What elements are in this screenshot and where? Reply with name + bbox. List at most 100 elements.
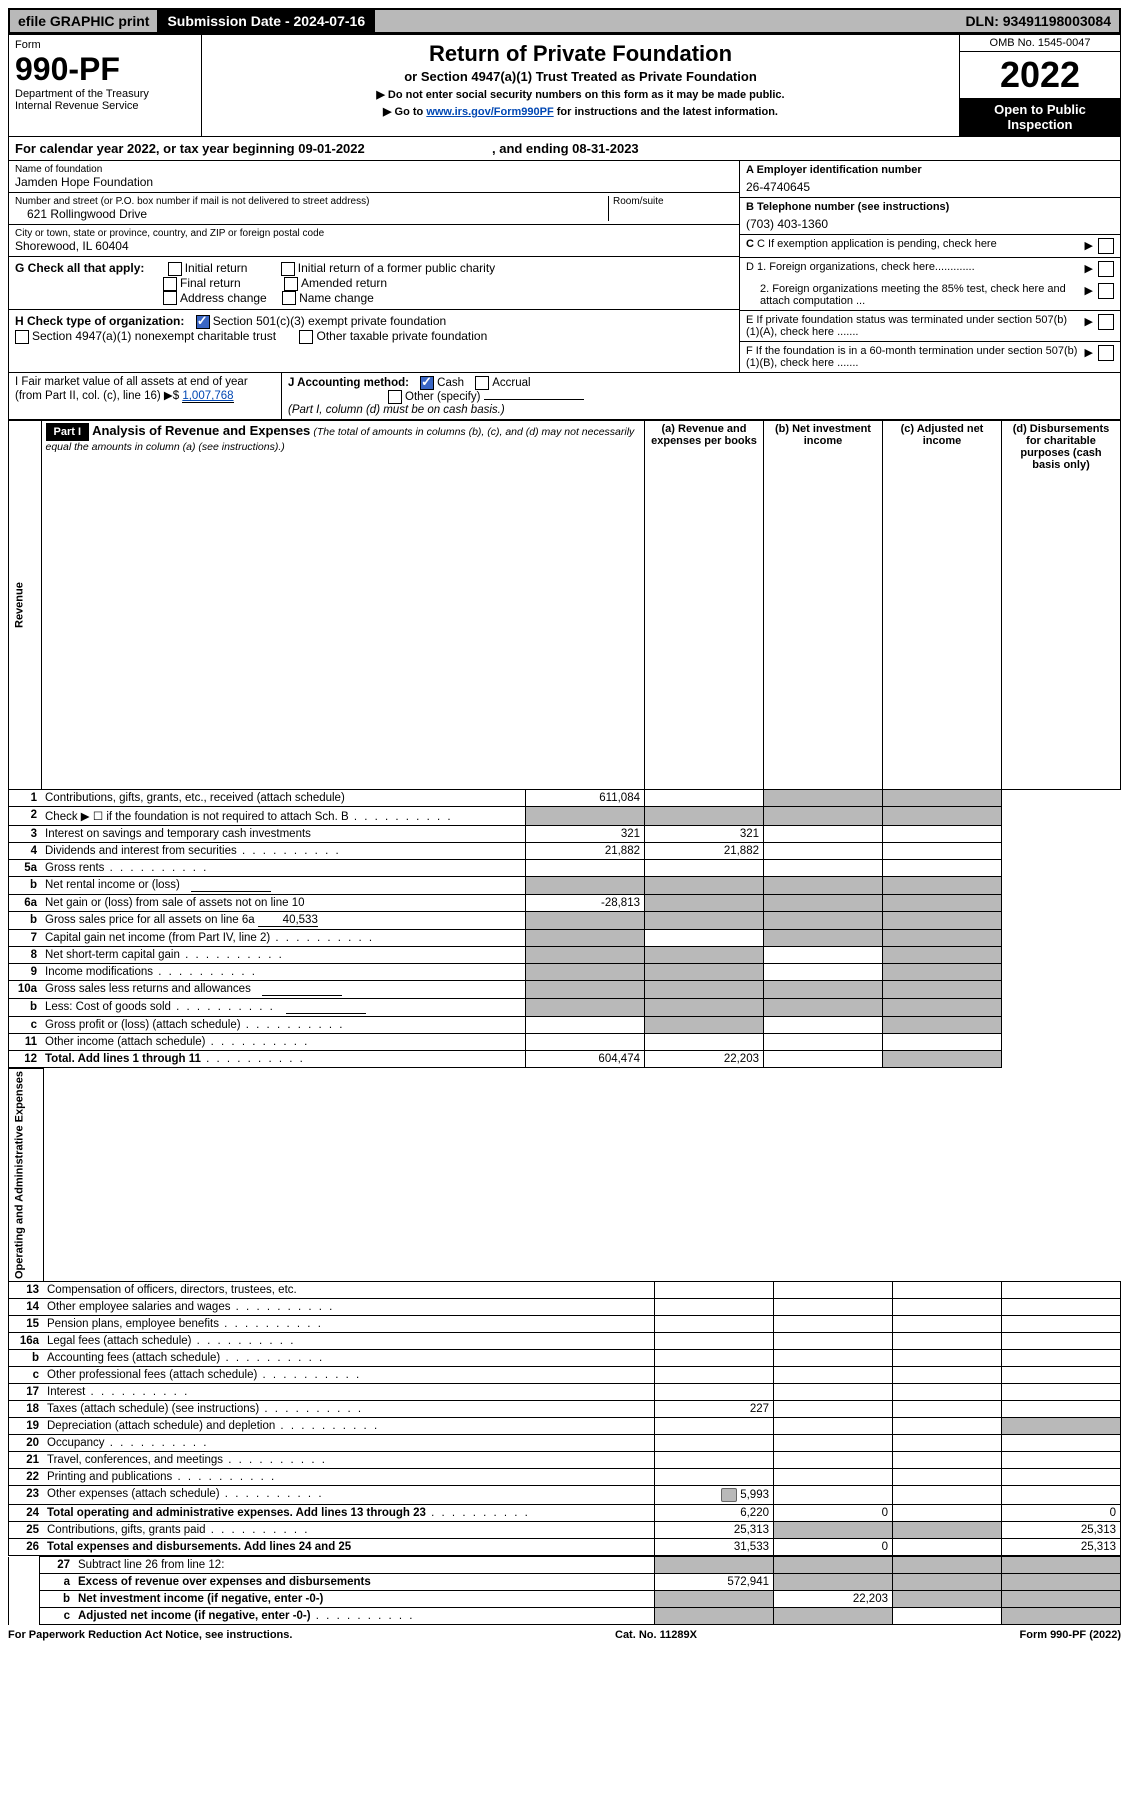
table-row: bNet rental income or (loss): [9, 877, 1121, 895]
initial-former-checkbox[interactable]: [281, 262, 295, 276]
foundation-name-cell: Name of foundation Jamden Hope Foundatio…: [9, 161, 739, 193]
attachment-icon[interactable]: [721, 1488, 737, 1502]
table-row: 9Income modifications: [9, 964, 1121, 981]
table-row: 12Total. Add lines 1 through 11604,47422…: [9, 1051, 1121, 1068]
form-label: Form: [15, 39, 195, 51]
note-goto: ▶ Go to www.irs.gov/Form990PF for instru…: [210, 105, 951, 118]
address-cell: Number and street (or P.O. box number if…: [9, 193, 739, 225]
501c3-checkbox[interactable]: [196, 315, 210, 329]
accrual-checkbox[interactable]: [475, 376, 489, 390]
e-cell: E If private foundation status was termi…: [740, 311, 1120, 342]
f-checkbox[interactable]: [1098, 345, 1114, 361]
open-inspection: Open to Public Inspection: [960, 98, 1120, 136]
d1-checkbox[interactable]: [1098, 261, 1114, 277]
omb-number: OMB No. 1545-0047: [960, 35, 1120, 52]
table-row: 25Contributions, gifts, grants paid25,31…: [9, 1522, 1121, 1539]
table-row: cOther professional fees (attach schedul…: [9, 1367, 1121, 1384]
c-checkbox[interactable]: [1098, 238, 1114, 254]
table-row: 20Occupancy: [9, 1435, 1121, 1452]
table-row: 22Printing and publications: [9, 1469, 1121, 1486]
d1-cell: D 1. Foreign organizations, check here..…: [740, 258, 1120, 280]
table-row: 5aGross rents: [9, 860, 1121, 877]
table-row: cAdjusted net income (if negative, enter…: [9, 1608, 1121, 1625]
header-right: OMB No. 1545-0047 2022 Open to Public In…: [959, 35, 1120, 136]
table-row: bAccounting fees (attach schedule): [9, 1350, 1121, 1367]
table-row: 24Total operating and administrative exp…: [9, 1505, 1121, 1522]
address-change-checkbox[interactable]: [163, 291, 177, 305]
other-method-checkbox[interactable]: [388, 390, 402, 404]
h-check-row: H Check type of organization: Section 50…: [9, 310, 739, 348]
name-change-checkbox[interactable]: [282, 291, 296, 305]
table-row: 18Taxes (attach schedule) (see instructi…: [9, 1401, 1121, 1418]
fmv-link[interactable]: 1,007,768: [182, 390, 233, 403]
bottom-table: 27Subtract line 26 from line 12:aExcess …: [8, 1556, 1121, 1625]
table-row: 14Other employee salaries and wages: [9, 1299, 1121, 1316]
table-row: bNet investment income (if negative, ent…: [9, 1591, 1121, 1608]
revenue-side-label: Revenue: [9, 421, 42, 790]
table-row: 7Capital gain net income (from Part IV, …: [9, 930, 1121, 947]
irs-label: Internal Revenue Service: [15, 100, 195, 112]
part1-table: Revenue Part I Analysis of Revenue and E…: [8, 420, 1121, 1068]
table-row: 19Depreciation (attach schedule) and dep…: [9, 1418, 1121, 1435]
col-d-header: (d) Disbursements for charitable purpose…: [1002, 421, 1121, 790]
d2-cell: 2. Foreign organizations meeting the 85%…: [740, 280, 1120, 311]
ein-cell: A Employer identification number 26-4740…: [740, 161, 1120, 198]
final-return-checkbox[interactable]: [163, 277, 177, 291]
tax-year: 2022: [960, 52, 1120, 98]
table-row: cGross profit or (loss) (attach schedule…: [9, 1017, 1121, 1034]
expenses-side-label: Operating and Administrative Expenses: [9, 1069, 44, 1282]
form-subtitle: or Section 4947(a)(1) Trust Treated as P…: [210, 69, 951, 84]
form-number: 990-PF: [15, 51, 195, 88]
entity-info: Name of foundation Jamden Hope Foundatio…: [8, 161, 1121, 373]
table-row: 21Travel, conferences, and meetings: [9, 1452, 1121, 1469]
form-header: Form 990-PF Department of the Treasury I…: [8, 34, 1121, 137]
header-mid: Return of Private Foundation or Section …: [202, 35, 959, 136]
initial-return-checkbox[interactable]: [168, 262, 182, 276]
col-c-header: (c) Adjusted net income: [883, 421, 1002, 790]
irs-link[interactable]: www.irs.gov/Form990PF: [426, 106, 553, 118]
table-row: 2Check ▶ ☐ if the foundation is not requ…: [9, 807, 1121, 826]
table-row: 16aLegal fees (attach schedule): [9, 1333, 1121, 1350]
form-title: Return of Private Foundation: [210, 41, 951, 67]
dln-label: DLN: 93491198003084: [957, 10, 1119, 32]
e-checkbox[interactable]: [1098, 314, 1114, 330]
table-row: 26Total expenses and disbursements. Add …: [9, 1539, 1121, 1556]
table-row: 27Subtract line 26 from line 12:: [9, 1557, 1121, 1574]
table-row: 17Interest: [9, 1384, 1121, 1401]
part1-header: Part I: [46, 423, 90, 441]
efile-label[interactable]: efile GRAPHIC print: [10, 10, 159, 32]
table-row: 3Interest on savings and temporary cash …: [9, 826, 1121, 843]
table-row: 15Pension plans, employee benefits: [9, 1316, 1121, 1333]
d2-checkbox[interactable]: [1098, 283, 1114, 299]
table-row: 6aNet gain or (loss) from sale of assets…: [9, 895, 1121, 912]
form-ref: Form 990-PF (2022): [1020, 1629, 1122, 1641]
col-a-header: (a) Revenue and expenses per books: [645, 421, 764, 790]
amended-return-checkbox[interactable]: [284, 277, 298, 291]
table-row: bLess: Cost of goods sold: [9, 999, 1121, 1017]
cash-checkbox[interactable]: [420, 376, 434, 390]
submission-date: Submission Date - 2024-07-16: [159, 10, 375, 32]
table-row: bGross sales price for all assets on lin…: [9, 912, 1121, 930]
top-bar: efile GRAPHIC print Submission Date - 20…: [8, 8, 1121, 34]
table-row: aExcess of revenue over expenses and dis…: [9, 1574, 1121, 1591]
ij-row: I Fair market value of all assets at end…: [8, 373, 1121, 420]
expenses-table: Operating and Administrative Expenses 13…: [8, 1068, 1121, 1556]
table-row: 10aGross sales less returns and allowanc…: [9, 981, 1121, 999]
c-pending-cell: C C If exemption application is pending,…: [740, 235, 1120, 258]
col-b-header: (b) Net investment income: [764, 421, 883, 790]
cat-no: Cat. No. 11289X: [615, 1629, 697, 1641]
note-ssn: ▶ Do not enter social security numbers o…: [210, 88, 951, 101]
table-row: 4Dividends and interest from securities2…: [9, 843, 1121, 860]
page-footer: For Paperwork Reduction Act Notice, see …: [8, 1625, 1121, 1641]
dept-label: Department of the Treasury: [15, 88, 195, 100]
f-cell: F If the foundation is in a 60-month ter…: [740, 342, 1120, 372]
table-row: 23Other expenses (attach schedule) 5,993: [9, 1486, 1121, 1505]
header-left: Form 990-PF Department of the Treasury I…: [9, 35, 202, 136]
city-cell: City or town, state or province, country…: [9, 225, 739, 257]
table-row: 11Other income (attach schedule): [9, 1034, 1121, 1051]
4947-checkbox[interactable]: [15, 330, 29, 344]
table-row: 1Contributions, gifts, grants, etc., rec…: [9, 790, 1121, 807]
table-row: 8Net short-term capital gain: [9, 947, 1121, 964]
other-taxable-checkbox[interactable]: [299, 330, 313, 344]
phone-cell: B Telephone number (see instructions) (7…: [740, 198, 1120, 235]
